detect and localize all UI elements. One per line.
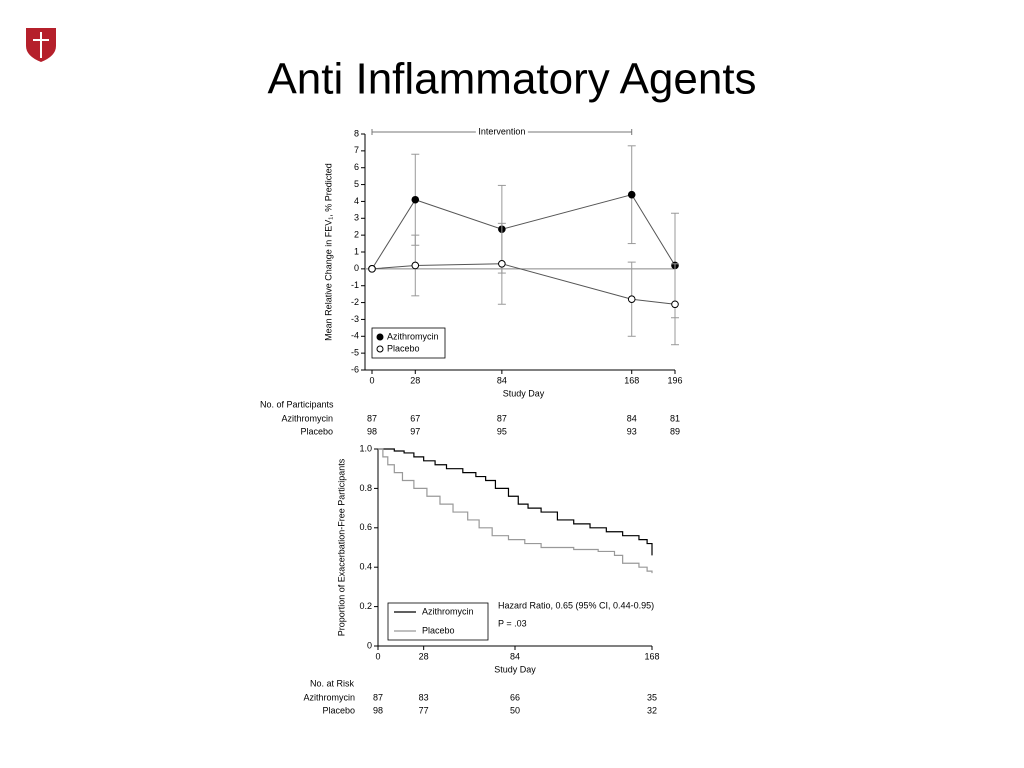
legend-marker (376, 345, 384, 353)
table-cell: 87 (373, 692, 383, 702)
y-tick-label: 1.0 (359, 443, 372, 453)
y-axis-label: Proportion of Exacerbation-Free Particip… (336, 458, 346, 636)
x-tick-label: 84 (497, 375, 507, 385)
table-title: No. at Risk (310, 678, 355, 688)
y-tick-label: 0.8 (359, 483, 372, 493)
marker (627, 295, 636, 304)
table-cell: 98 (367, 426, 377, 436)
table-cell: 32 (647, 705, 657, 715)
legend-marker (376, 333, 384, 341)
table-cell: 77 (419, 705, 429, 715)
x-axis-label: Study Day (503, 388, 545, 398)
table-cell: 83 (419, 692, 429, 702)
y-tick-label: 0.4 (359, 562, 372, 572)
y-tick-label: 0.6 (359, 522, 372, 532)
legend-label: Placebo (387, 343, 420, 353)
table-row-name: Azithromycin (303, 692, 355, 702)
x-tick-label: 0 (369, 375, 374, 385)
y-tick-label: 1 (354, 246, 359, 256)
table-title: No. of Participants (260, 399, 334, 409)
survival-curve (378, 448, 653, 574)
marker (411, 261, 420, 270)
table-cell: 81 (670, 413, 680, 423)
table-cell: 84 (627, 413, 637, 423)
y-tick-label: 5 (354, 179, 359, 189)
table-cell: 50 (510, 705, 520, 715)
table-cell: 67 (410, 413, 420, 423)
y-tick-label: -1 (351, 280, 359, 290)
survival-curve (378, 448, 653, 556)
y-tick-label: 8 (354, 128, 359, 138)
y-tick-label: -6 (351, 364, 359, 374)
y-tick-label: 4 (354, 196, 359, 206)
table-cell: 89 (670, 426, 680, 436)
table-row-name: Azithromycin (281, 413, 333, 423)
table-cell: 95 (497, 426, 507, 436)
x-tick-label: 168 (624, 375, 639, 385)
x-tick-label: 0 (375, 651, 380, 661)
marker (368, 265, 376, 273)
x-tick-label: 28 (410, 375, 420, 385)
x-tick-label: 84 (510, 651, 520, 661)
logo (26, 28, 56, 62)
intervention-label: Intervention (478, 126, 525, 136)
y-tick-label: 0.2 (359, 601, 372, 611)
table-cell: 93 (627, 426, 637, 436)
table-cell: 98 (373, 705, 383, 715)
marker (411, 195, 420, 204)
table-cell: 97 (410, 426, 420, 436)
table-cell: 66 (510, 692, 520, 702)
y-tick-label: -5 (351, 348, 359, 358)
y-tick-label: 0 (354, 263, 359, 273)
x-tick-label: 28 (419, 651, 429, 661)
x-axis-label: Study Day (494, 664, 536, 674)
legend-label: Azithromycin (422, 606, 474, 616)
intervention-label-bg (475, 127, 528, 137)
legend-label: Azithromycin (387, 331, 439, 341)
y-axis-label: Mean Relative Change in FEV₁, % Predicte… (323, 163, 333, 341)
table-row-name: Placebo (300, 426, 333, 436)
y-tick-label: 6 (354, 162, 359, 172)
y-tick-label: 3 (354, 213, 359, 223)
marker (671, 300, 679, 309)
table-cell: 87 (367, 413, 377, 423)
marker (498, 260, 506, 268)
annotation: Hazard Ratio, 0.65 (95% CI, 0.44-0.95) (498, 600, 654, 610)
y-tick-label: -3 (351, 314, 359, 324)
annotation: P = .03 (498, 618, 527, 628)
y-tick-label: -2 (351, 297, 359, 307)
legend-box (371, 327, 446, 359)
table-cell: 35 (647, 692, 657, 702)
y-tick-label: 7 (354, 145, 359, 155)
x-tick-label: 168 (644, 651, 659, 661)
table-row-name: Placebo (322, 705, 355, 715)
table-cell: 87 (497, 413, 507, 423)
series-line (371, 194, 676, 270)
y-tick-label: 0 (367, 640, 372, 650)
slide-title: Anti Inflammatory Agents (267, 55, 756, 104)
legend-box (387, 602, 489, 641)
y-tick-label: -4 (351, 331, 359, 341)
legend-label: Placebo (422, 625, 455, 635)
marker (627, 190, 636, 199)
y-tick-label: 2 (354, 230, 359, 240)
x-tick-label: 196 (667, 375, 682, 385)
